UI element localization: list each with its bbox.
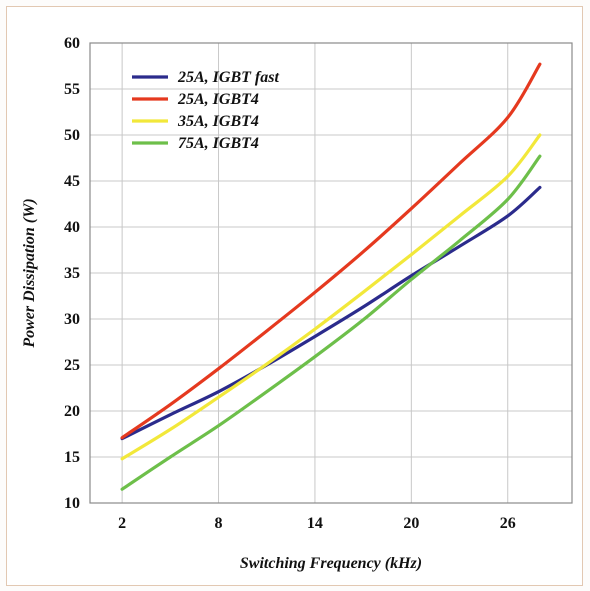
legend: 25A, IGBT fast 25A, IGBT4 35A, IGBT4 75A, I…	[132, 69, 279, 152]
legend-label: 25A, IGBT4	[177, 91, 259, 108]
y-tick-label: 30	[64, 311, 80, 328]
series-lines	[120, 62, 542, 491]
y-tick-label: 40	[64, 219, 80, 236]
y-tick-label: 20	[64, 403, 80, 420]
legend-label: 35A, IGBT4	[177, 113, 259, 130]
x-tick-label: 14	[307, 515, 323, 532]
y-tick-label: 15	[64, 449, 80, 466]
series-line	[120, 185, 542, 441]
x-axis-title: Switching Frequency (kHz)	[240, 555, 422, 572]
y-tick-label: 25	[64, 357, 80, 374]
series-line	[120, 133, 542, 461]
y-tick-label: 45	[64, 173, 80, 190]
y-tick-label: 10	[64, 495, 80, 512]
legend-label: 75A, IGBT4	[178, 135, 259, 152]
chart-frame: 2 8 14 20 26 10 15 20 25 30 35 40 45 50 55 60 Switchin…	[6, 6, 583, 586]
series-line	[120, 154, 542, 491]
y-tick-label: 55	[64, 81, 80, 98]
x-tick-labels: 2 8 14 20 26	[118, 515, 516, 532]
y-axis-title: Power Dissipation (W)	[21, 198, 38, 348]
line-chart: 2 8 14 20 26 10 15 20 25 30 35 40 45 50 55 60 Switchin…	[21, 35, 573, 572]
x-tick-label: 20	[403, 515, 419, 532]
y-tick-label: 50	[64, 127, 80, 144]
x-tick-label: 8	[215, 515, 223, 532]
x-tick-label: 26	[500, 515, 516, 532]
y-tick-labels: 10 15 20 25 30 35 40 45 50 55 60	[64, 35, 80, 512]
plot-area-border	[89, 42, 573, 504]
y-tick-label: 35	[64, 265, 80, 282]
legend-label: 25A, IGBT fast	[177, 69, 279, 86]
series-line	[120, 62, 542, 440]
x-tick-label: 2	[118, 515, 126, 532]
y-tick-label: 60	[64, 35, 80, 52]
